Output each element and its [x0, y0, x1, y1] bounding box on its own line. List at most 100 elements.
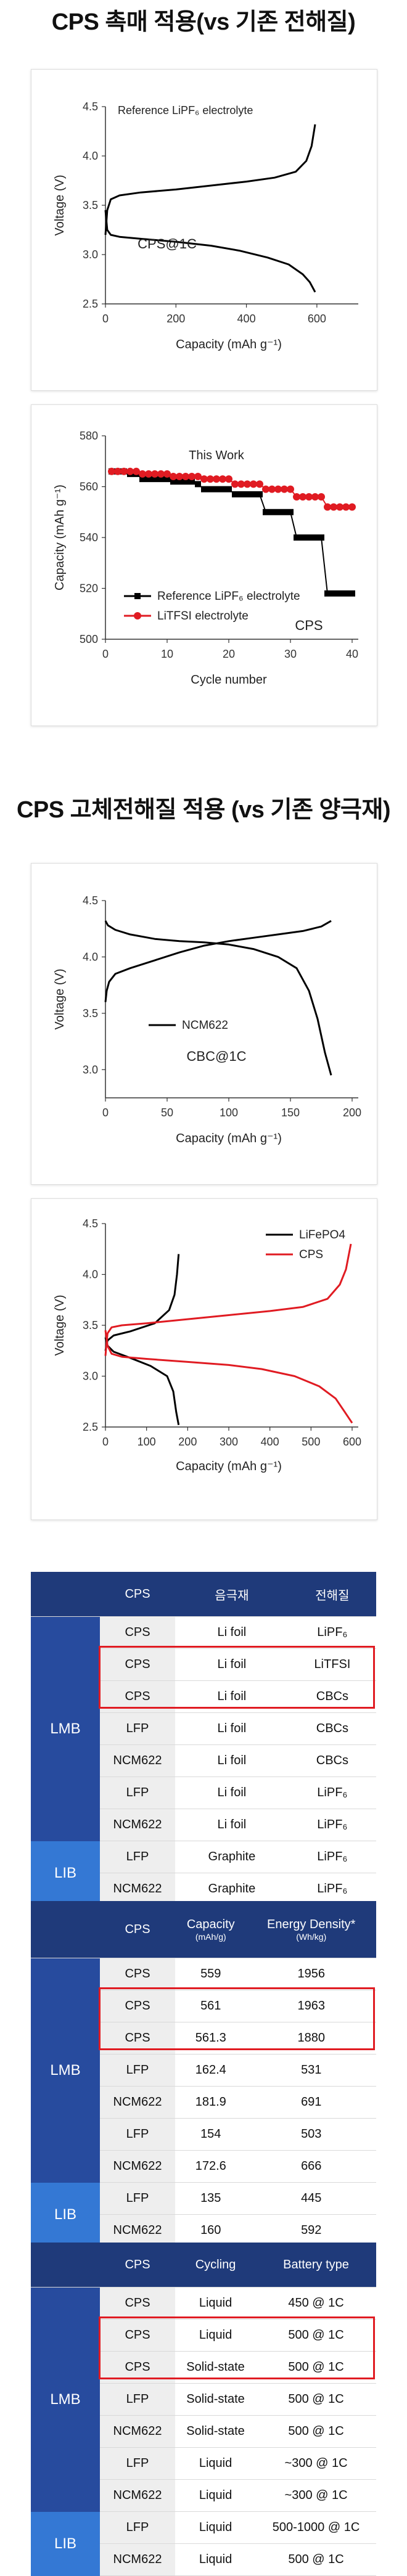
x-tick-label: 200	[166, 313, 185, 325]
x-tick-label: 30	[284, 648, 297, 660]
cell: CPS	[100, 1616, 175, 1649]
data-point	[312, 534, 318, 541]
data-point	[189, 478, 195, 485]
table-row: NCM622 160 592	[31, 2214, 376, 2247]
data-point	[231, 480, 239, 488]
x-axis-label: Capacity (mAh g⁻¹)	[176, 1460, 282, 1473]
data-point	[250, 491, 257, 497]
header-capacity-unit: (mAh/g)	[195, 1931, 226, 1942]
data-point	[331, 590, 337, 597]
cell: LFP	[100, 2447, 175, 2480]
data-point	[126, 467, 134, 475]
x-tick-label: 150	[281, 1106, 300, 1119]
cycle-chart-svg: 0 10 20 30 40 500 520 540 560 580 Cycle number Capa…	[53, 430, 358, 687]
cell: 162.4	[175, 2054, 247, 2087]
legend-label: Reference LiPF₆ electrolyte	[157, 590, 300, 603]
y-tick-label: 500	[80, 633, 98, 645]
data-point	[151, 470, 158, 478]
header-electrolyte: 전해질	[288, 1572, 376, 1617]
table-row: NCM622 Li foil CBCs	[31, 1744, 376, 1777]
table-row: CPS 561 1963	[31, 1990, 376, 2022]
data-point	[170, 473, 177, 480]
header-energy: Energy Density* (Wh/kg)	[246, 1901, 376, 1958]
cell: LiPF₆	[288, 1777, 376, 1809]
y-tick-label: 580	[80, 430, 98, 442]
x-tick-label: 50	[161, 1106, 173, 1119]
cell: 500 @ 1C	[256, 2351, 376, 2384]
data-point	[300, 534, 306, 541]
data-point	[207, 475, 214, 483]
cell: Graphite	[175, 1841, 289, 1873]
group-lib: LIB	[31, 1841, 100, 1905]
cell: Solid-state	[175, 2351, 257, 2384]
data-point	[139, 476, 146, 483]
data-point	[176, 478, 183, 485]
cell: Liquid	[175, 2287, 257, 2320]
table-row: NCM622 172.6 666	[31, 2150, 376, 2183]
data-point	[262, 485, 269, 493]
y-axis-label: Capacity (mAh g⁻¹)	[53, 485, 67, 591]
data-point	[324, 503, 331, 511]
data-point	[263, 509, 269, 515]
header-cps: CPS	[100, 1901, 175, 1958]
data-point	[195, 481, 201, 488]
table-row: CPS Liquid 500 @ 1C	[31, 2319, 376, 2352]
legend-marker	[134, 593, 141, 599]
data-point	[213, 475, 220, 483]
cell: 500 @ 1C	[256, 2543, 376, 2576]
cell: Solid-state	[175, 2383, 257, 2416]
data-point	[220, 486, 226, 493]
cell: Liquid	[175, 2319, 257, 2352]
cell: 503	[246, 2118, 376, 2151]
y-axis-label: Voltage (V)	[53, 1295, 67, 1356]
data-point	[237, 480, 245, 488]
header-anode: 음극재	[175, 1572, 289, 1617]
table-row: LMB CPS Li foil LiPF₆	[31, 1616, 376, 1841]
cell: LiPF₆	[288, 1616, 376, 1649]
y-axis-label: Voltage (V)	[53, 175, 67, 236]
data-point	[176, 473, 183, 480]
header-capacity: Capacity (mAh/g)	[175, 1901, 247, 1958]
chart-annotation: Reference LiPF₆ electrolyte	[118, 104, 253, 117]
cell: 666	[246, 2150, 376, 2183]
chart-annotation: CBC@1C	[187, 1049, 247, 1064]
cell: CBCs	[288, 1680, 376, 1713]
series-line-3	[104, 1243, 352, 1356]
voltage-chart-svg: 0 200 400 600 2.5 3.0 3.5 4.0 4.5 Capacity (mAh g…	[53, 100, 358, 351]
header-cps: CPS	[100, 1572, 175, 1617]
data-point	[293, 493, 300, 501]
data-point	[145, 470, 152, 478]
data-point	[244, 480, 251, 488]
data-point	[158, 476, 164, 483]
y-tick-label: 3.0	[83, 248, 98, 261]
cell: CPS	[100, 1958, 175, 1990]
y-tick-label: 540	[80, 531, 98, 544]
data-point	[337, 590, 343, 597]
series-line-1	[104, 124, 316, 235]
ncm-chart-svg: 0 50 100 150 200 3.0 3.5 4.0 4.5 Capacity (mAh g⁻…	[53, 894, 361, 1145]
cell: NCM622	[100, 2214, 175, 2247]
y-tick-label: 2.5	[83, 298, 98, 310]
cell: 592	[246, 2214, 376, 2247]
cell: CPS	[100, 2287, 175, 2320]
cell: 1880	[246, 2022, 376, 2055]
cell: CBCs	[288, 1712, 376, 1745]
table-header: CPS 음극재 전해질	[31, 1572, 376, 1617]
table-row: NCM622 Li foil LiPF₆	[31, 1809, 376, 1841]
chart-voltage-reference: 0 200 400 600 2.5 3.0 3.5 4.0 4.5 Capacity (mAh g…	[31, 69, 377, 391]
cell: Liquid	[175, 2447, 257, 2480]
cell: 559	[175, 1958, 247, 1990]
cell: CPS	[100, 1990, 175, 2022]
y-tick-label: 560	[80, 481, 98, 493]
header-energy-unit: (Wh/kg)	[296, 1931, 327, 1942]
x-axis-label: Cycle number	[191, 673, 267, 687]
group-lib: LIB	[31, 2511, 100, 2576]
cell: CPS	[100, 1648, 175, 1681]
cell: NCM622	[100, 2086, 175, 2119]
header-cycling: Cycling	[175, 2243, 257, 2288]
data-point	[305, 493, 313, 501]
data-point	[108, 467, 115, 475]
series-line-1	[104, 920, 332, 1002]
cell: Li foil	[175, 1744, 289, 1777]
cell: LiTFSI	[288, 1648, 376, 1681]
